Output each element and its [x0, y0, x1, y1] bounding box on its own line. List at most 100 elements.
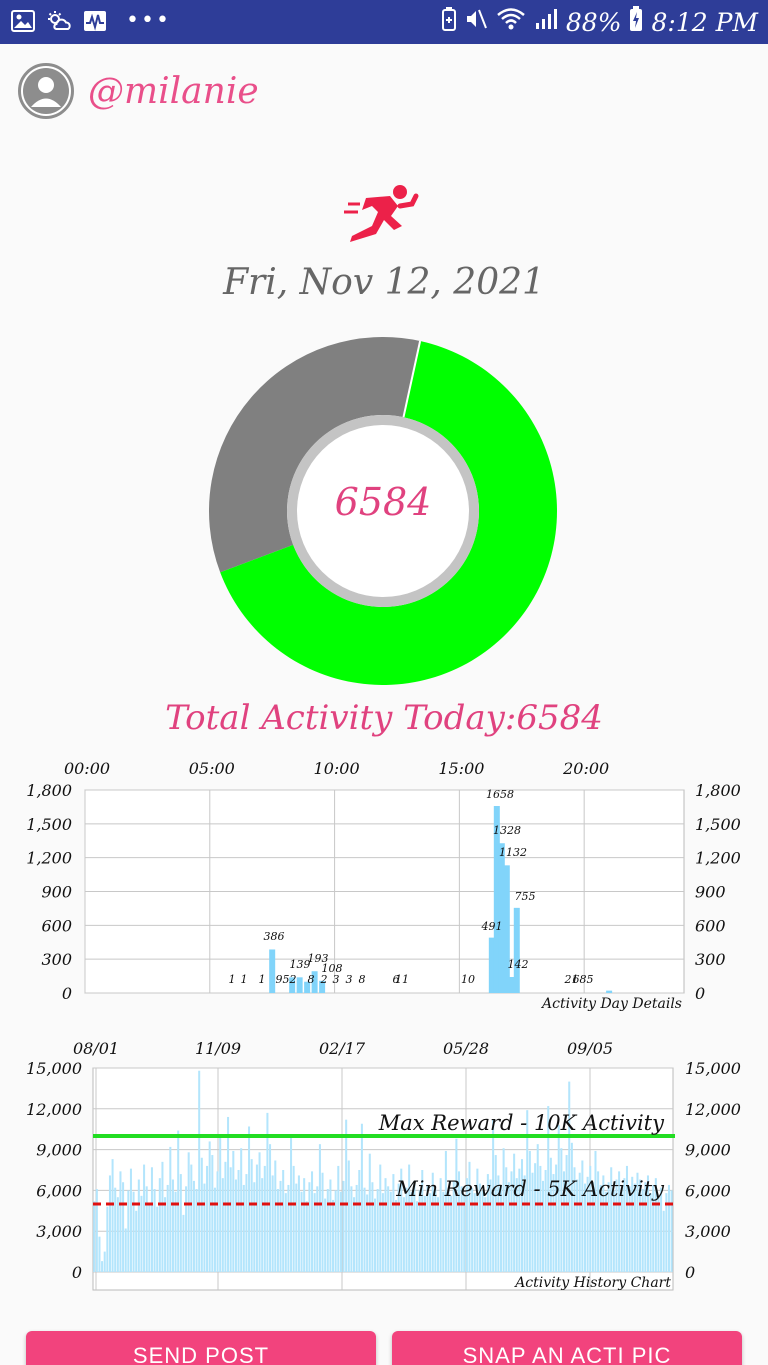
day-y-tick-left: 1,200 — [26, 849, 72, 868]
history-bar — [570, 1142, 573, 1272]
history-bar — [145, 1186, 148, 1272]
history-bar — [636, 1172, 639, 1272]
day-value-label: 3 — [333, 973, 340, 986]
history-bar — [439, 1178, 442, 1272]
history-bar — [455, 1138, 458, 1272]
min-reward-label: Min Reward - 5K Activity — [395, 1177, 665, 1201]
history-bar — [303, 1178, 306, 1272]
activity-donut-chart — [208, 336, 558, 686]
profile-header[interactable]: @milanie — [18, 62, 259, 120]
send-post-button[interactable]: SEND POST — [26, 1331, 376, 1365]
history-bar — [232, 1150, 235, 1272]
history-bar — [116, 1197, 119, 1272]
history-bar — [287, 1184, 290, 1272]
history-y-tick-left: 3,000 — [36, 1222, 82, 1241]
history-bar — [552, 1174, 555, 1272]
history-bar — [164, 1197, 167, 1272]
history-bar — [111, 1159, 114, 1272]
history-bar — [507, 1182, 510, 1272]
history-bar — [177, 1130, 180, 1272]
history-x-tick: 05/28 — [443, 1039, 489, 1058]
history-bar — [473, 1193, 476, 1272]
history-bar — [523, 1175, 526, 1272]
avatar-icon[interactable] — [18, 63, 74, 119]
history-bar — [418, 1190, 421, 1272]
history-bar — [597, 1171, 600, 1272]
history-bar — [326, 1189, 329, 1272]
history-bar — [536, 1144, 539, 1272]
history-bar — [229, 1167, 232, 1272]
more-icon: ••• — [126, 8, 171, 33]
donut-progress — [220, 341, 557, 685]
day-value-label: 2 — [320, 973, 328, 986]
history-y-tick-left: 15,000 — [26, 1059, 82, 1078]
history-x-tick: 11/09 — [195, 1039, 241, 1058]
history-bar — [628, 1186, 631, 1272]
history-bar — [526, 1110, 529, 1272]
history-bar — [660, 1187, 663, 1272]
history-bar — [410, 1191, 413, 1272]
history-bar — [615, 1179, 618, 1272]
history-y-tick-right: 3,000 — [685, 1222, 731, 1241]
day-value-label: 685 — [573, 973, 594, 986]
history-bar — [583, 1183, 586, 1272]
day-bar — [508, 976, 515, 993]
day-y-tick-right: 600 — [695, 916, 726, 935]
history-y-tick-right: 0 — [685, 1263, 695, 1282]
day-y-tick-right: 1,500 — [695, 815, 741, 834]
history-bar — [355, 1184, 358, 1272]
history-bar — [670, 1190, 673, 1272]
history-bar — [468, 1161, 471, 1272]
username[interactable]: @milanie — [88, 70, 259, 112]
history-bar — [124, 1228, 127, 1272]
total-activity-label: Total Activity Today:6584 — [165, 698, 603, 738]
activity-day-chart: 0 0 300 300 600 600 900 900 1,200 1,200 1,500 1,500… — [0, 750, 768, 1020]
history-bar — [374, 1198, 377, 1272]
history-bar — [484, 1197, 487, 1272]
history-bar — [150, 1167, 153, 1272]
day-value-label: 6 — [393, 973, 400, 986]
history-bar — [421, 1170, 424, 1272]
history-bar — [318, 1144, 321, 1272]
history-bar — [166, 1184, 169, 1272]
day-y-tick-left: 0 — [62, 984, 72, 1003]
history-bar — [271, 1175, 274, 1272]
history-bar — [594, 1150, 597, 1272]
day-y-tick-right: 300 — [695, 950, 726, 969]
history-bar — [143, 1164, 146, 1272]
day-y-tick-right: 900 — [695, 883, 726, 902]
history-bar — [129, 1168, 132, 1272]
history-bar — [534, 1163, 537, 1272]
history-bar — [308, 1182, 311, 1272]
history-bar — [447, 1187, 450, 1272]
status-bar: ••• 88% 8:12 PM — [0, 0, 768, 44]
history-bar — [93, 1201, 96, 1272]
history-bar — [652, 1184, 655, 1272]
history-bar — [242, 1184, 245, 1272]
day-value-label: 386 — [264, 930, 285, 943]
history-bar — [185, 1186, 188, 1272]
history-bar — [132, 1191, 135, 1272]
history-bar — [450, 1195, 453, 1272]
history-bar — [363, 1187, 366, 1272]
day-value-label: 1 — [572, 973, 579, 986]
notification-icons: ••• — [10, 8, 171, 34]
history-bar — [562, 1171, 565, 1272]
history-bar — [618, 1171, 621, 1272]
history-bar — [106, 1206, 109, 1272]
history-chart-caption: Activity History Chart — [513, 1275, 671, 1291]
snap-activity-pic-button[interactable]: SNAP AN ACTI PIC — [392, 1331, 742, 1365]
day-value-label: 193 — [308, 952, 329, 965]
history-bar — [284, 1193, 287, 1272]
donut-remainder — [209, 337, 421, 573]
day-x-tick: 15:00 — [438, 759, 484, 778]
history-bar — [662, 1210, 665, 1272]
history-bar — [174, 1191, 177, 1272]
history-bar — [452, 1180, 455, 1272]
history-bar — [549, 1157, 552, 1272]
history-bar — [208, 1141, 211, 1272]
history-bar — [489, 1179, 492, 1272]
history-bar — [576, 1179, 579, 1272]
history-bar — [258, 1152, 261, 1272]
history-bar — [494, 1155, 497, 1272]
